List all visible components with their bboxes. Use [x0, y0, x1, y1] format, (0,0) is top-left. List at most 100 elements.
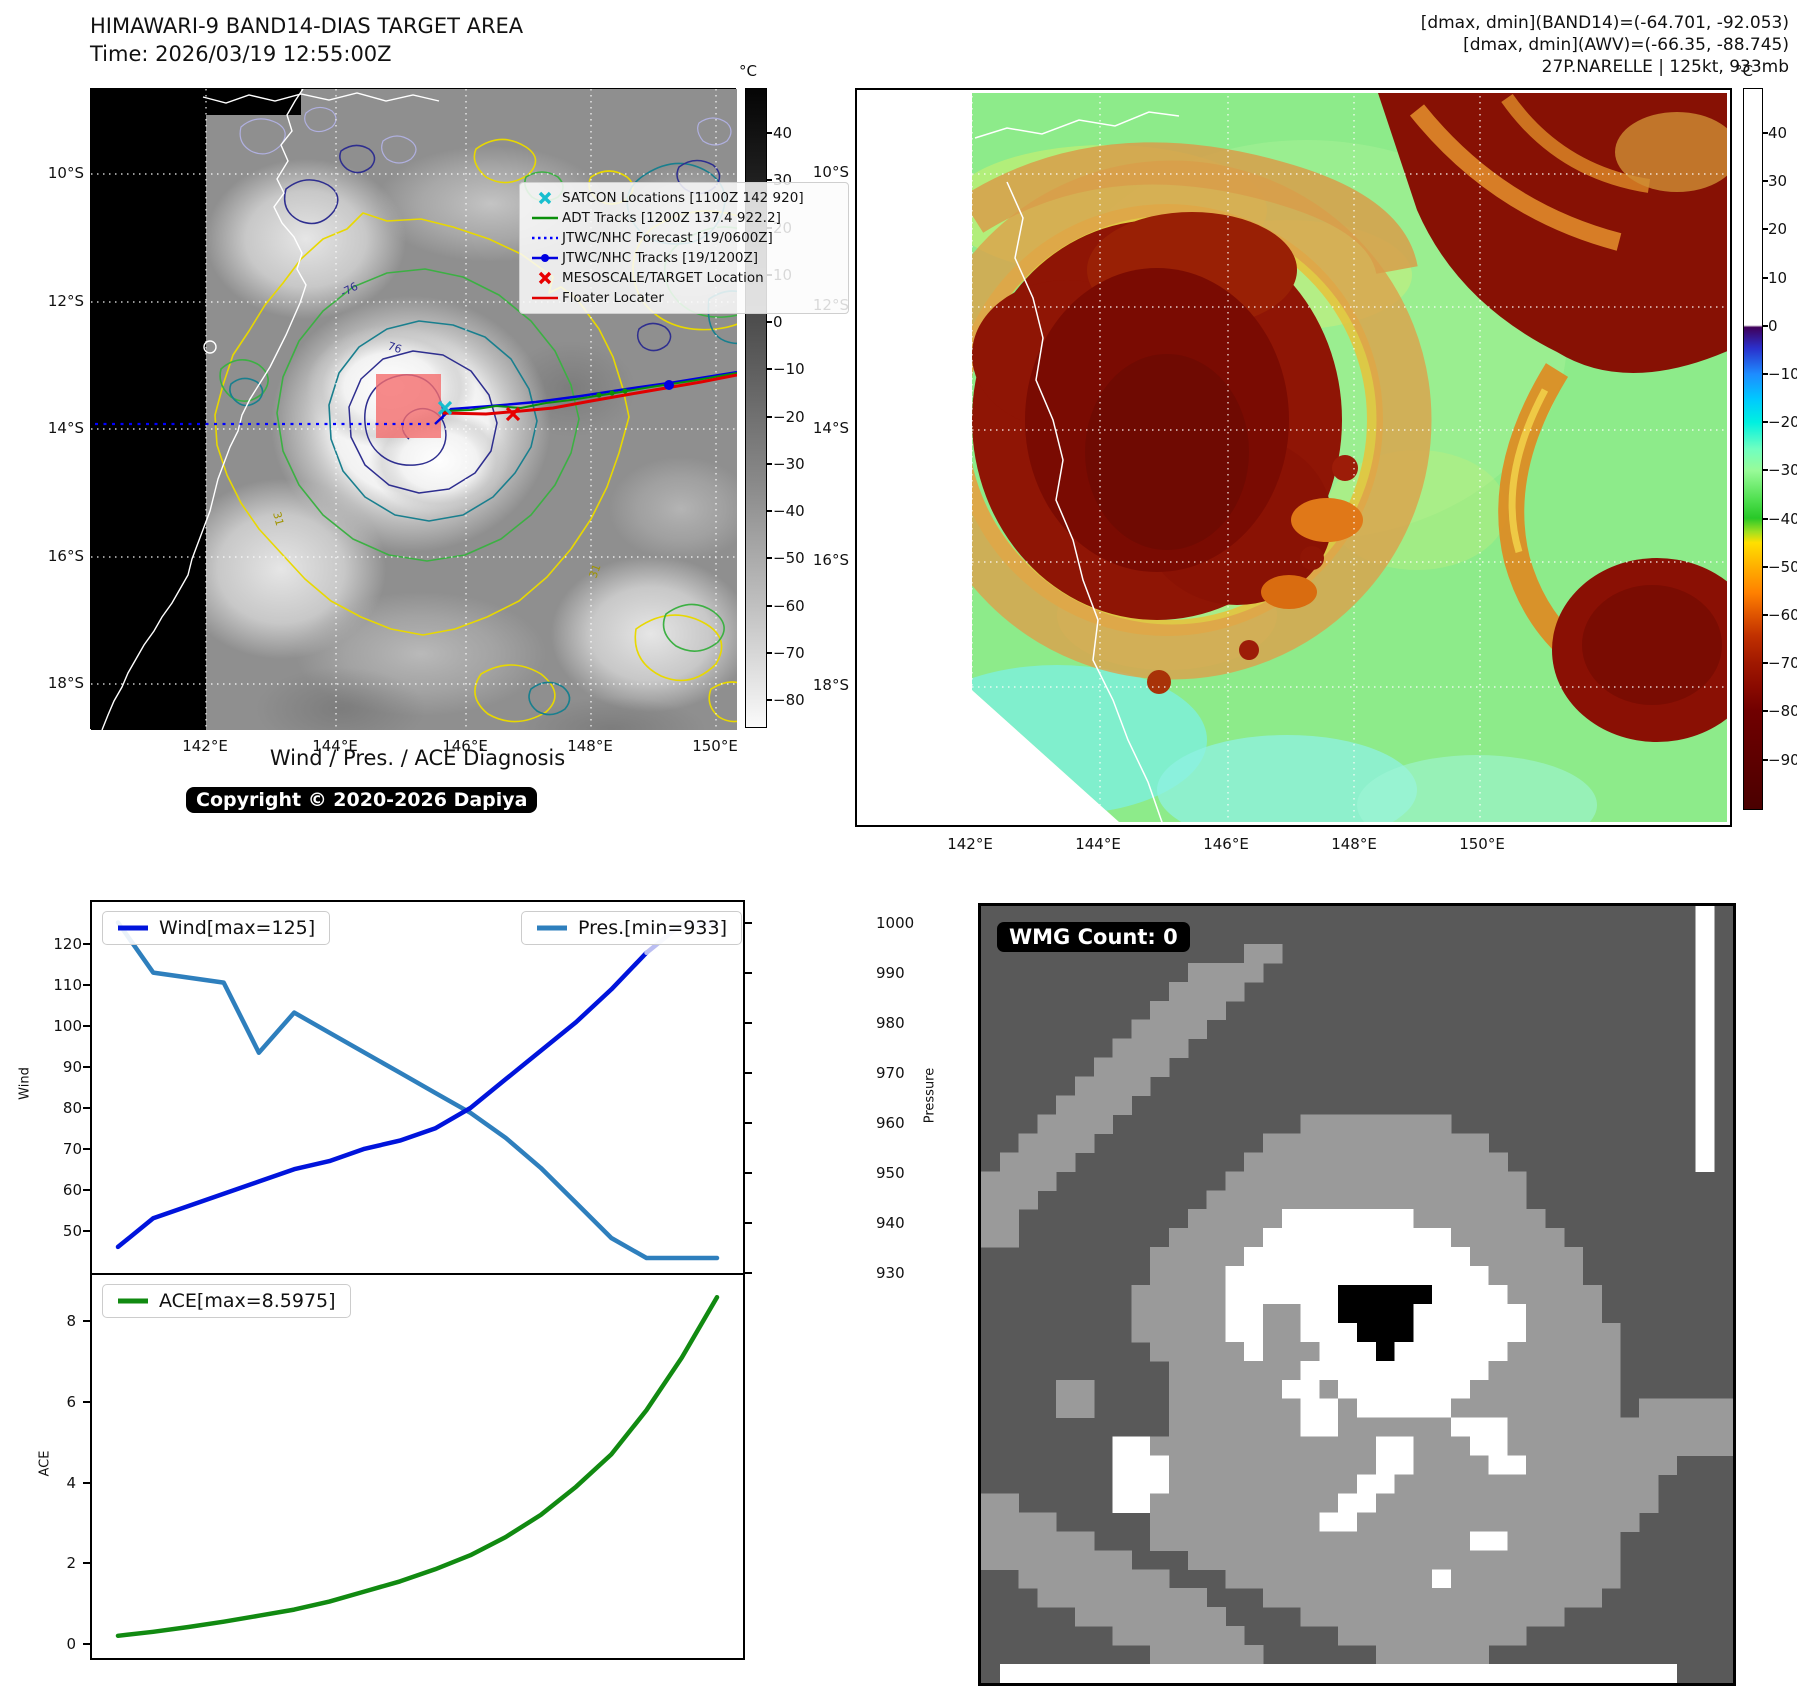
wmg-cell	[1206, 1531, 1226, 1551]
wmg-cell	[1169, 1379, 1189, 1400]
pres-legend: Pres.[min=933]	[521, 911, 742, 945]
wmg-cell	[1150, 1322, 1170, 1343]
wmg-cell	[1131, 1664, 1151, 1683]
wmg-cell	[1563, 1341, 1584, 1362]
wmg-cell	[1601, 1341, 1621, 1362]
wmg-cell	[1451, 1417, 1471, 1438]
wmg-cell	[1319, 1588, 1339, 1608]
wmg-cell	[1187, 1550, 1208, 1570]
wmg-cell	[1507, 1341, 1527, 1362]
wmg-cell	[1526, 1360, 1546, 1381]
awv-map	[855, 88, 1732, 827]
wmg-cell	[1469, 1607, 1490, 1627]
wmg-cell	[1563, 1266, 1584, 1286]
wmg-cell	[1507, 1455, 1527, 1476]
wmg-cell	[1432, 1171, 1452, 1191]
wmg-cell	[1187, 1645, 1208, 1665]
wmg-cell	[1413, 1474, 1433, 1494]
wmg-cell	[1150, 1569, 1170, 1589]
wmg-cell	[1413, 1114, 1433, 1134]
wmg-cell	[1394, 1360, 1414, 1381]
wind-tick-label: 120	[53, 935, 82, 954]
wmg-cell	[1432, 1152, 1452, 1172]
wmg-cell	[1225, 1171, 1245, 1191]
wmg-cell	[1357, 1152, 1377, 1172]
wmg-cell	[1319, 1133, 1339, 1153]
wmg-cell	[1169, 1285, 1189, 1305]
wmg-cell	[1563, 1531, 1584, 1551]
lon-tick-label: 150°E	[1459, 835, 1505, 853]
wmg-cell	[1131, 1057, 1151, 1078]
wmg-cell	[1225, 1664, 1245, 1683]
wmg-cell	[1526, 1341, 1546, 1362]
wmg-cell	[1545, 1398, 1565, 1419]
wmg-cell	[1413, 1607, 1433, 1627]
wmg-cell	[1018, 1550, 1038, 1570]
wmg-cell	[1413, 1322, 1433, 1343]
tick-mark	[766, 604, 772, 607]
wmg-cell	[1112, 1076, 1132, 1097]
wmg-cell	[1206, 1550, 1226, 1570]
wmg-cell	[1357, 1303, 1377, 1324]
lon-tick-label: 150°E	[692, 737, 738, 755]
wmg-cell	[1695, 1417, 1715, 1438]
wmg-cell	[1338, 1607, 1358, 1627]
pres-legend-marker	[537, 925, 567, 931]
wmg-cell	[1582, 1379, 1602, 1400]
wmg-cell	[1263, 1209, 1283, 1229]
wmg-cell	[999, 1171, 1020, 1191]
wmg-cell	[1187, 1455, 1208, 1476]
wmg-cell	[1488, 1512, 1508, 1532]
wmg-cell	[1394, 1133, 1414, 1153]
wmg-cell	[1338, 1152, 1358, 1172]
wmg-cell	[1300, 1171, 1320, 1191]
wmg-cell	[1093, 1057, 1114, 1078]
wind-tick-label: 100	[53, 1017, 82, 1036]
wmg-cell	[1338, 1228, 1358, 1248]
wmg-cell	[1244, 943, 1264, 964]
wmg-cell	[999, 1152, 1020, 1172]
wmg-cell	[1526, 1607, 1546, 1627]
wmg-cell	[1225, 1436, 1245, 1457]
wmg-cell	[1451, 1247, 1471, 1267]
wmg-cell	[1244, 1455, 1264, 1476]
pressure-tick-label: 980	[876, 1013, 905, 1032]
wmg-cell	[1244, 1664, 1264, 1683]
wmg-cell	[1300, 1303, 1320, 1324]
wmg-cell	[1281, 1133, 1302, 1153]
wmg-cell	[1206, 1664, 1226, 1683]
wmg-cell	[1056, 1588, 1076, 1608]
wmg-cell	[1131, 1019, 1151, 1040]
wmg-cell	[1075, 1531, 1095, 1551]
wmg-cell	[1112, 1664, 1132, 1683]
wmg-cell	[1357, 1266, 1377, 1286]
wmg-cell	[1563, 1493, 1584, 1513]
wmg-cell	[1319, 1360, 1339, 1381]
wmg-cell	[1338, 1379, 1358, 1400]
wmg-cell	[1394, 1152, 1414, 1172]
wmg-cell	[1545, 1247, 1565, 1267]
wmg-cell	[1300, 1152, 1320, 1172]
wmg-cell	[1357, 1626, 1377, 1646]
wmg-cell	[1394, 1247, 1414, 1267]
wmg-cell	[1375, 1341, 1396, 1362]
wmg-cell	[1451, 1341, 1471, 1362]
wmg-cell	[1451, 1531, 1471, 1551]
contour-label: 31	[270, 510, 286, 527]
legend-item-label: SATCON Locations [1100Z 142 920]	[562, 190, 804, 206]
tick-mark	[83, 1188, 90, 1191]
wmg-cell	[1357, 1247, 1377, 1267]
wmg-cell	[1695, 1152, 1715, 1172]
wmg-cell	[1563, 1512, 1584, 1532]
wmg-cell	[1244, 1285, 1264, 1305]
tick-mark	[745, 1121, 752, 1124]
wmg-cell	[1169, 1512, 1189, 1532]
wmg-cell	[1526, 1588, 1546, 1608]
wmg-cell	[1300, 1607, 1320, 1627]
wmg-cell	[1413, 1455, 1433, 1476]
wmg-cell	[1451, 1190, 1471, 1210]
wmg-cell	[1244, 1379, 1264, 1400]
wmg-cell	[1281, 1455, 1302, 1476]
wmg-cell	[1056, 1114, 1076, 1134]
wmg-cell	[1507, 1266, 1527, 1286]
